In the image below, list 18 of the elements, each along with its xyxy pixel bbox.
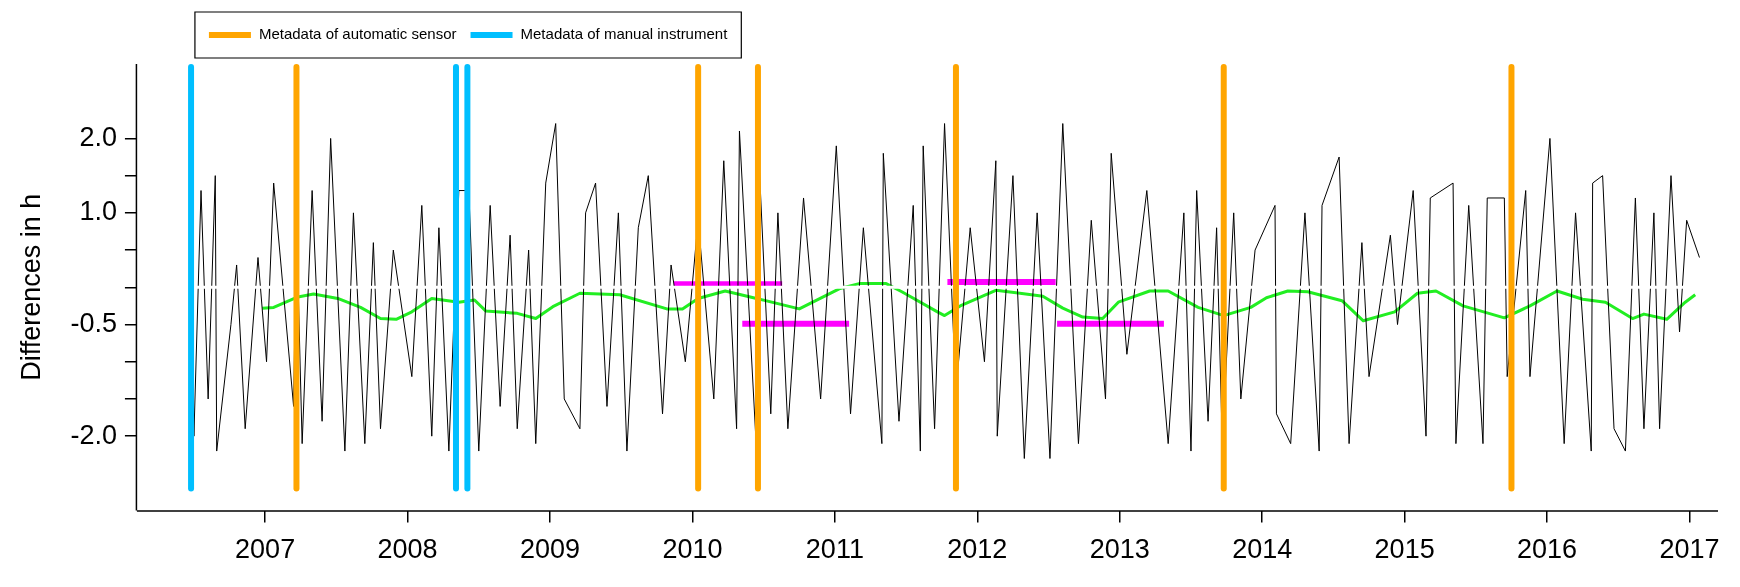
x-tick-label: 2010 (662, 534, 723, 565)
x-tick-label: 2013 (1089, 534, 1150, 565)
x-tick-label: 2007 (235, 534, 296, 565)
legend-label: Metadata of manual instrument (520, 25, 729, 43)
y-tick-label: 1.0 (79, 196, 117, 227)
x-tick-label: 2009 (519, 534, 581, 565)
x-tick-label: 2011 (805, 534, 864, 565)
legend-label: Metadata of automatic sensor (258, 25, 457, 43)
y-tick-label: 2.0 (79, 121, 117, 152)
x-tick-label: 2012 (947, 534, 1008, 565)
y-tick-label: -2.0 (70, 419, 117, 450)
y-tick-label: -0.5 (70, 307, 117, 338)
x-tick-label: 2016 (1517, 534, 1578, 565)
y-axis-title: Differences in h (15, 193, 46, 381)
x-tick-label: 2015 (1374, 534, 1435, 565)
x-tick-label: 2017 (1659, 534, 1720, 565)
x-tick-label: 2014 (1232, 534, 1293, 565)
x-tick-label: 2008 (377, 534, 438, 565)
